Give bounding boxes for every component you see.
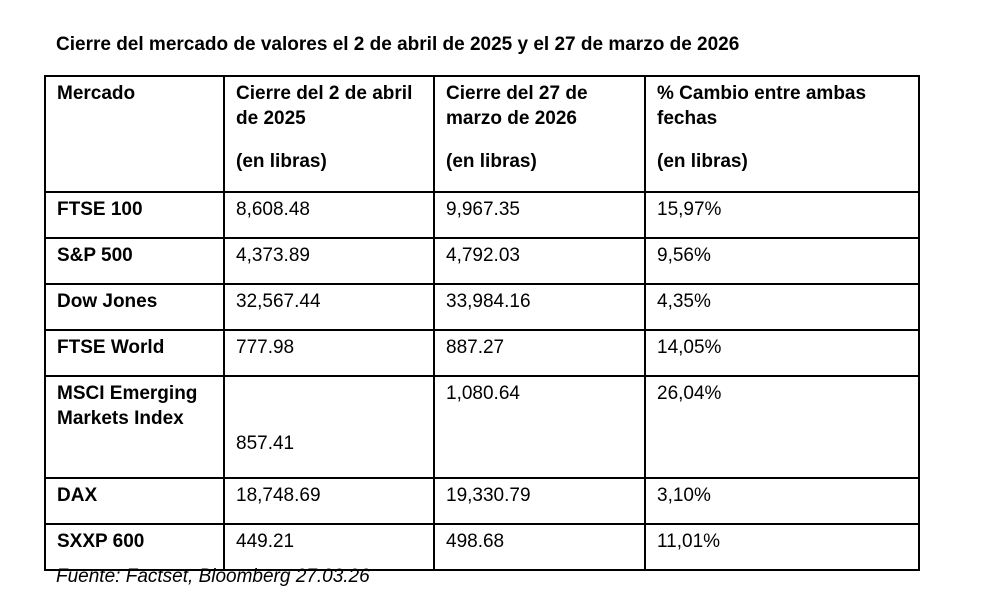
market-name: Dow Jones: [44, 283, 225, 331]
change-percent: 3,10%: [644, 477, 920, 525]
market-name: SXXP 600: [44, 523, 225, 571]
close-2026: 19,330.79: [433, 477, 646, 525]
source-note: Fuente: Factset, Bloomberg 27.03.26: [56, 566, 370, 587]
close-2026: 887.27: [433, 329, 646, 377]
close-2025: 4,373.89: [223, 237, 435, 285]
table-row: FTSE 100 8,608.48 9,967.35 15,97%: [44, 191, 920, 239]
header-close-2026: Cierre del 27 de marzo de 2026 (en libras…: [433, 75, 646, 193]
header-label: Cierre del 27 de marzo de 2026: [446, 83, 588, 129]
change-percent: 11,01%: [644, 523, 920, 571]
change-percent: 15,97%: [644, 191, 920, 239]
close-2025: 32,567.44: [223, 283, 435, 331]
close-2025: 8,608.48: [223, 191, 435, 239]
change-percent: 4,35%: [644, 283, 920, 331]
header-label: Mercado: [57, 83, 136, 104]
table-row: SXXP 600 449.21 498.68 11,01%: [44, 523, 920, 571]
header-unit: (en libras): [657, 151, 748, 172]
change-percent: 9,56%: [644, 237, 920, 285]
header-change: % Cambio entre ambas fechas (en libras): [644, 75, 920, 193]
close-2025-cell: 857.41: [223, 375, 435, 479]
close-2025: 449.21: [223, 523, 435, 571]
market-name: FTSE 100: [44, 191, 225, 239]
change-percent: 26,04%: [644, 375, 920, 479]
market-name: DAX: [44, 477, 225, 525]
close-2026: 1,080.64: [433, 375, 646, 479]
close-2025: 18,748.69: [223, 477, 435, 525]
close-2026: 33,984.16: [433, 283, 646, 331]
market-name: S&P 500: [44, 237, 225, 285]
table-row: FTSE World 777.98 887.27 14,05%: [44, 329, 920, 377]
market-name: MSCI Emerging Markets Index: [44, 375, 225, 479]
header-close-2025: Cierre del 2 de abril de 2025 (en libras): [223, 75, 435, 193]
header-label: Cierre del 2 de abril de 2025: [236, 83, 413, 129]
table-row: DAX 18,748.69 19,330.79 3,10%: [44, 477, 920, 525]
change-percent: 14,05%: [644, 329, 920, 377]
close-2026: 4,792.03: [433, 237, 646, 285]
header-row: Mercado Cierre del 2 de abril de 2025 (en…: [44, 75, 920, 193]
close-2026: 498.68: [433, 523, 646, 571]
header-label: % Cambio entre ambas fechas: [657, 83, 867, 129]
header-market: Mercado: [44, 75, 225, 193]
header-unit: (en libras): [446, 151, 537, 172]
table-title: Cierre del mercado de valores el 2 de ab…: [56, 34, 740, 55]
header-unit: (en libras): [236, 151, 327, 172]
table-row: S&P 500 4,373.89 4,792.03 9,56%: [44, 237, 920, 285]
market-close-table: Mercado Cierre del 2 de abril de 2025 (en…: [44, 75, 920, 571]
table-row: Dow Jones 32,567.44 33,984.16 4,35%: [44, 283, 920, 331]
table-row: MSCI Emerging Markets Index 857.41 1,080…: [44, 375, 920, 479]
close-2026: 9,967.35: [433, 191, 646, 239]
close-2025: 857.41: [236, 433, 295, 454]
close-2025: 777.98: [223, 329, 435, 377]
market-name: FTSE World: [44, 329, 225, 377]
